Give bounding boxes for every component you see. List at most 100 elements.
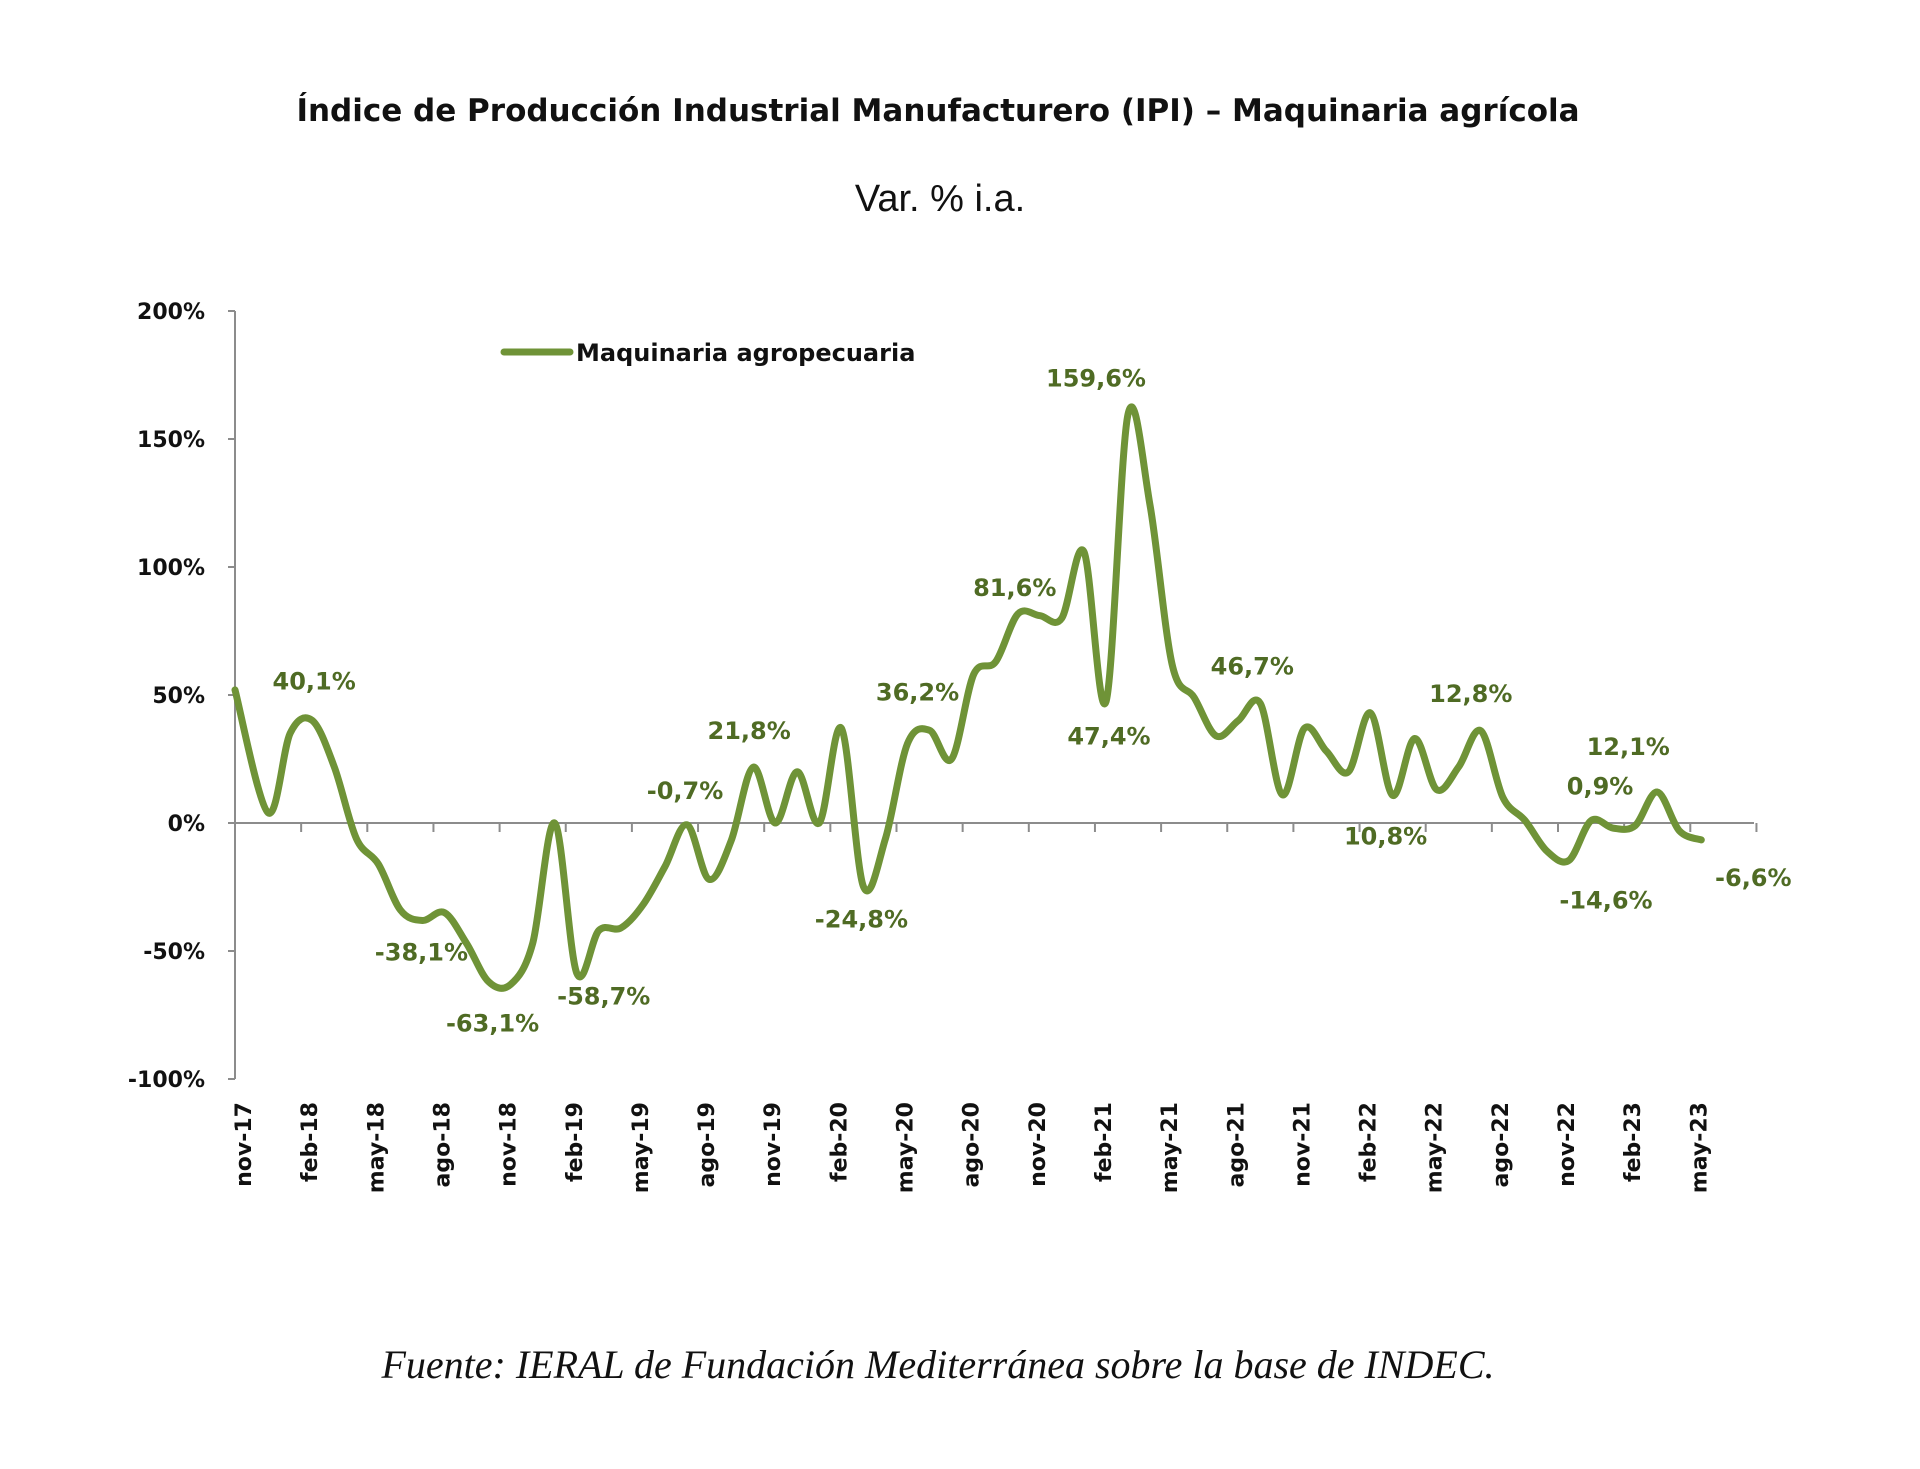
data-point [232,686,239,693]
data-point [397,907,404,914]
data-point [529,940,536,947]
data-label: 21,8% [708,717,791,745]
y-tick-label: -100% [128,1068,205,1093]
data-point [1610,825,1617,832]
data-label: 36,2% [876,678,959,706]
data-point [1566,857,1573,864]
data-label: 47,4% [1067,723,1150,751]
data-point [1257,700,1264,707]
data-label: -38,1% [375,939,468,967]
y-tick-label: 100% [137,556,205,581]
data-point [1676,827,1683,834]
x-tick-label: nov-18 [497,1102,522,1187]
data-point [331,763,338,770]
data-point [507,981,514,988]
data-point [1477,727,1484,734]
x-tick-label: feb-21 [1092,1102,1117,1182]
data-point [1169,661,1176,668]
x-tick-label: nov-19 [761,1102,786,1187]
data-point [1147,502,1154,509]
data-point [551,820,558,827]
data-point [1058,615,1065,622]
data-point [1521,817,1528,824]
data-labels: 40,1% -38,1% -63,1% -58,7% -0,7% 21,8% -24,8% 3… [273,364,1792,1037]
x-axis: nov-17 feb-18 may-18 ago-18 nov-18 feb-19 may-… [232,822,1758,1193]
data-label: 12,1% [1587,733,1670,761]
data-point [794,768,801,775]
data-label: -14,6% [1559,886,1652,914]
x-tick-label: ago-20 [960,1102,985,1187]
data-point [706,876,713,883]
y-tick-label: 200% [137,300,205,325]
legend-label: Maquinaria agropecuaria [576,339,915,367]
data-point [287,730,294,737]
x-tick-label: feb-20 [827,1102,852,1182]
x-tick-label: nov-20 [1026,1102,1051,1187]
y-tick-label: 0% [168,812,205,837]
x-tick-label: ago-18 [430,1102,455,1187]
data-point [485,978,492,985]
data-point [882,835,889,842]
data-point [1301,725,1308,732]
data-point [772,820,779,827]
data-point [860,883,867,890]
x-tick-label: nov-21 [1290,1102,1315,1187]
data-label: -58,7% [557,982,650,1010]
data-point [1499,794,1506,801]
data-point [1698,836,1705,843]
data-point [375,860,382,867]
data-label: 46,7% [1211,652,1294,680]
data-point [419,917,426,924]
data-point [1036,612,1043,619]
data-point [1014,611,1021,618]
data-label: 159,6% [1046,364,1146,392]
data-point [617,924,624,931]
data-label: 12,8% [1429,680,1512,708]
legend: Maquinaria agropecuaria [500,339,915,367]
data-point [1433,786,1440,793]
x-tick-label: nov-17 [232,1102,257,1187]
data-label: -0,7% [647,777,724,805]
series-line [231,403,1705,992]
y-tick-label: 150% [137,428,205,453]
data-point [1235,717,1242,724]
x-tick-label: feb-23 [1621,1102,1646,1182]
data-label: 0,9% [1567,773,1634,801]
x-tick-label: may-20 [894,1102,919,1193]
data-label: -63,1% [446,1010,539,1038]
data-point [595,927,602,934]
data-point [1125,411,1132,418]
x-tick-label: feb-22 [1357,1102,1382,1182]
x-tick-label: feb-19 [563,1102,588,1182]
data-point [1279,791,1286,798]
data-point [1411,735,1418,742]
data-point [1191,694,1198,701]
x-tick-label: may-21 [1158,1102,1183,1193]
data-point [926,727,933,734]
data-point [1632,822,1639,829]
x-tick-label: feb-18 [298,1102,323,1182]
data-point [309,717,316,724]
data-point [750,764,757,771]
data-label: 40,1% [273,667,356,695]
data-point [441,909,448,916]
data-point [265,809,272,816]
y-tick-label: -50% [143,940,205,965]
data-label: -6,6% [1715,864,1792,892]
x-tick-label: may-18 [364,1102,389,1193]
data-point [661,863,668,870]
x-tick-label: may-19 [629,1102,654,1193]
data-label: -24,8% [815,905,908,933]
data-point [1367,709,1374,716]
data-point [1654,789,1661,796]
chart-title: Índice de Producción Industrial Manufact… [296,93,1579,129]
data-point [1543,848,1550,855]
data-point [639,901,646,908]
data-point [904,740,911,747]
data-point [816,820,823,827]
data-point [1080,548,1087,555]
data-point [992,658,999,665]
data-label: 10,8% [1344,822,1427,850]
x-tick-label: ago-21 [1224,1102,1249,1187]
series-maquinaria-agropecuaria [231,403,1705,992]
